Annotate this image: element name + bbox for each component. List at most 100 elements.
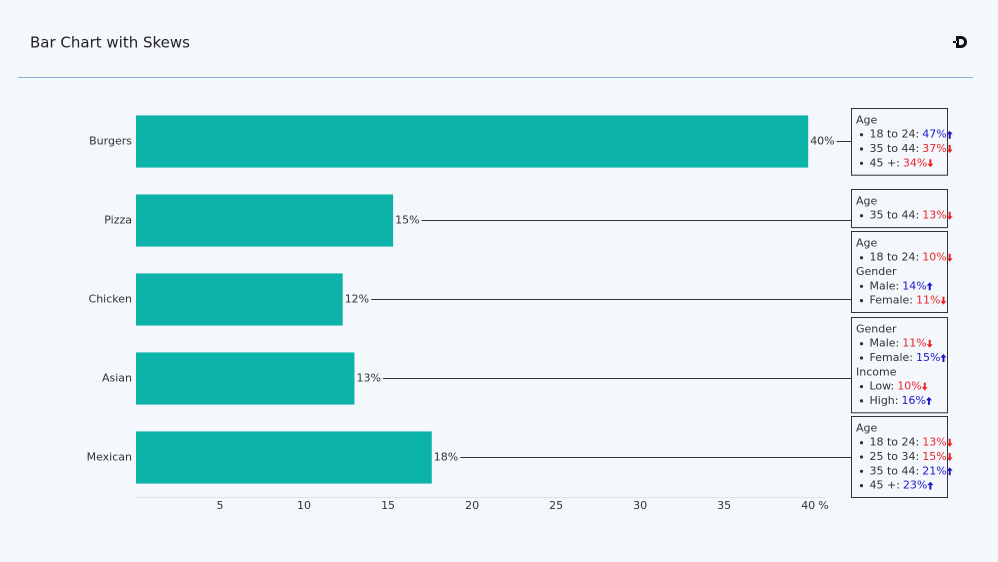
item-label: 45 +: <box>870 156 900 169</box>
bullet <box>859 214 864 218</box>
item-label: 35 to 44: <box>870 142 920 155</box>
item-value: 15% <box>916 351 940 364</box>
annotation-heading: Age <box>856 113 878 126</box>
item-label: Low: <box>870 380 895 393</box>
item-label: Female: <box>870 351 913 364</box>
value-label: 40% <box>810 135 834 148</box>
item-value: 10% <box>897 380 921 393</box>
x-tick-label: 20 <box>465 499 479 512</box>
y-tick-label: Mexican <box>87 451 132 464</box>
arrow-up <box>925 396 932 405</box>
item-value: 11% <box>902 337 926 350</box>
item-label: 45 +: <box>870 479 900 492</box>
x-tick-label: 35 <box>717 499 731 512</box>
arrow-up <box>927 481 934 490</box>
x-tick-label: 10 <box>297 499 311 512</box>
item-value: 21% <box>922 464 946 477</box>
arrow-up <box>940 354 947 362</box>
chart-title: Bar Chart with Skews <box>30 34 190 52</box>
arrow-down <box>921 382 928 391</box>
arrow-up <box>946 130 953 139</box>
item-value: 10% <box>922 251 946 264</box>
arrow-down <box>946 253 953 262</box>
item-value: 14% <box>902 279 926 292</box>
annotation-heading: Gender <box>856 265 897 278</box>
annotation-item: 18 to 24: 47% <box>870 128 947 141</box>
arrow-down <box>946 438 953 447</box>
annotation-heading: Gender <box>856 322 897 335</box>
bullet <box>859 299 864 303</box>
item-label: Male: <box>870 279 900 292</box>
annotation-item: Low: 10% <box>870 380 922 393</box>
bar <box>136 194 394 247</box>
annotation-item: 25 to 34: 15% <box>870 450 947 463</box>
arrow-down <box>946 211 953 220</box>
item-label: Male: <box>870 337 900 350</box>
bullet <box>859 399 864 403</box>
y-tick-label: Asian <box>102 372 132 385</box>
arrow-down <box>927 159 934 168</box>
item-value: 11% <box>916 294 940 307</box>
logo <box>953 36 967 48</box>
annotation-box: Age 18 to 24: 13%25 to 34: 15%35 to 44: 21% 4… <box>851 416 953 498</box>
annotation-item: 18 to 24: 13% <box>870 436 947 449</box>
bar <box>136 273 343 326</box>
annotation-item: 35 to 44: 13% <box>870 209 947 222</box>
annotation-border <box>851 231 948 313</box>
bullet <box>859 284 864 288</box>
annotation-item: Female: 15% <box>870 351 941 364</box>
x-tick-label: 5 <box>217 499 224 512</box>
bullet <box>859 441 864 445</box>
bullet <box>859 161 864 165</box>
item-value: 23% <box>903 479 927 492</box>
arrow-down <box>926 339 933 348</box>
bullet <box>859 469 864 473</box>
annotation-item: 35 to 44: 21% <box>870 464 947 477</box>
annotation-item: 45 +: 34% <box>870 156 928 169</box>
item-value: 34% <box>903 156 927 169</box>
value-label: 13% <box>356 372 380 385</box>
item-label: 18 to 24: <box>870 436 920 449</box>
item-value: 13% <box>922 436 946 449</box>
item-label: 18 to 24: <box>870 251 920 264</box>
x-tick-label: 40 <box>801 499 815 512</box>
bar <box>136 431 432 484</box>
annotation-item: 45 +: 23% <box>870 479 928 492</box>
item-value: 37% <box>922 142 946 155</box>
bullet <box>859 356 864 360</box>
item-label: 35 to 44: <box>870 209 920 222</box>
arrow-up <box>946 467 953 476</box>
item-value: 13% <box>922 209 946 222</box>
y-tick-label: Burgers <box>89 135 132 148</box>
annotation-heading: Age <box>856 236 878 249</box>
y-tick-label: Pizza <box>104 214 132 227</box>
arrow-up <box>926 282 933 291</box>
bullet <box>859 484 864 488</box>
annotation-border <box>851 317 948 414</box>
item-label: High: <box>870 394 899 407</box>
value-label: 12% <box>345 293 369 306</box>
value-label: 15% <box>395 214 419 227</box>
annotation-heading: Income <box>856 365 897 378</box>
annotation-border <box>851 189 948 229</box>
y-tick-label: Chicken <box>89 293 133 306</box>
bullet <box>859 147 864 151</box>
item-value: 16% <box>902 394 926 407</box>
value-label: 18% <box>434 451 458 464</box>
annotation-item: Male: 14% <box>870 279 927 292</box>
bullet <box>859 256 864 260</box>
bar <box>136 352 355 405</box>
bullet <box>859 342 864 346</box>
item-value: 15% <box>922 450 946 463</box>
item-label: 35 to 44: <box>870 464 920 477</box>
annotation-item: Male: 11% <box>870 337 927 350</box>
annotation-box: Age 35 to 44: 13% <box>851 189 953 229</box>
arrow-down <box>946 145 953 153</box>
x-tick-label: 15 <box>381 499 395 512</box>
bullet <box>859 455 864 459</box>
annotation-heading: Age <box>856 194 878 207</box>
bullet <box>859 385 864 389</box>
